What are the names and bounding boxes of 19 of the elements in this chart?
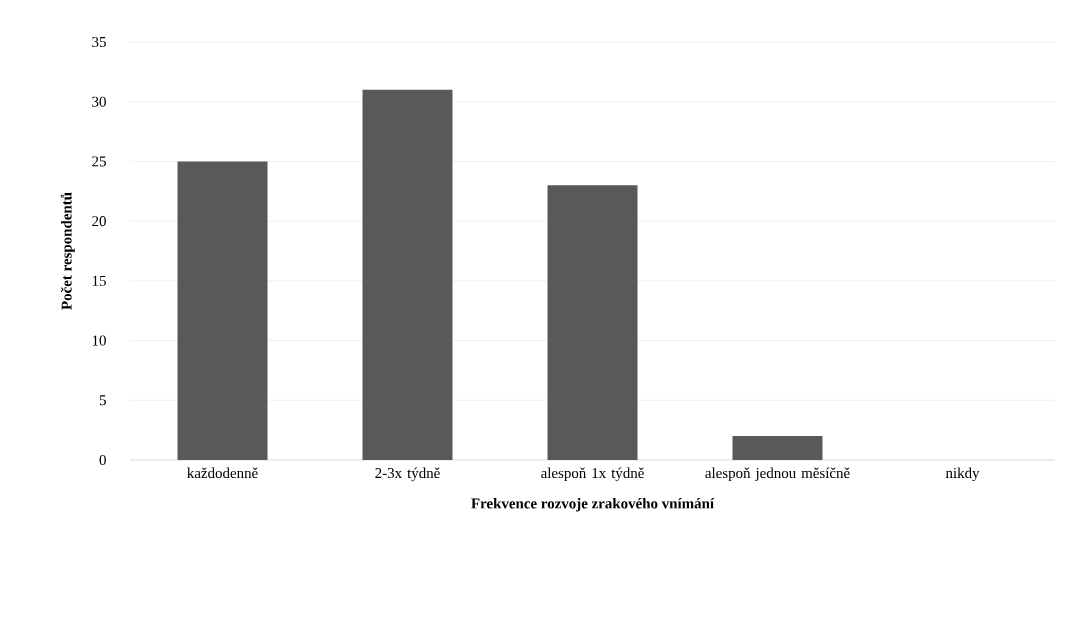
bar [362,89,453,460]
y-tick-label: 15 [92,275,106,286]
bar [732,436,823,460]
y-tick-label: 5 [99,395,106,406]
y-tick-label: 0 [99,454,106,466]
x-tick-label: alespoň jednou měsíčně [705,467,850,482]
bar [177,161,268,460]
x-tick-label: nikdy [945,467,980,482]
y-axis-title: Počet respondentů [60,192,75,310]
x-tick-label: každodenně [187,467,258,479]
y-tick-label: 35 [92,36,106,48]
y-tick-label: 10 [92,335,106,346]
x-tick-label: alespoň 1x týdně [541,467,644,482]
x-axis-title: Frekvence rozvoje zrakového vnímání [471,497,715,512]
y-tick-label: 25 [92,156,106,167]
x-tick-label: 2-3x týdně [375,467,440,482]
y-tick-label: 30 [92,96,106,107]
bar [547,185,638,460]
y-tick-label: 20 [92,216,106,227]
